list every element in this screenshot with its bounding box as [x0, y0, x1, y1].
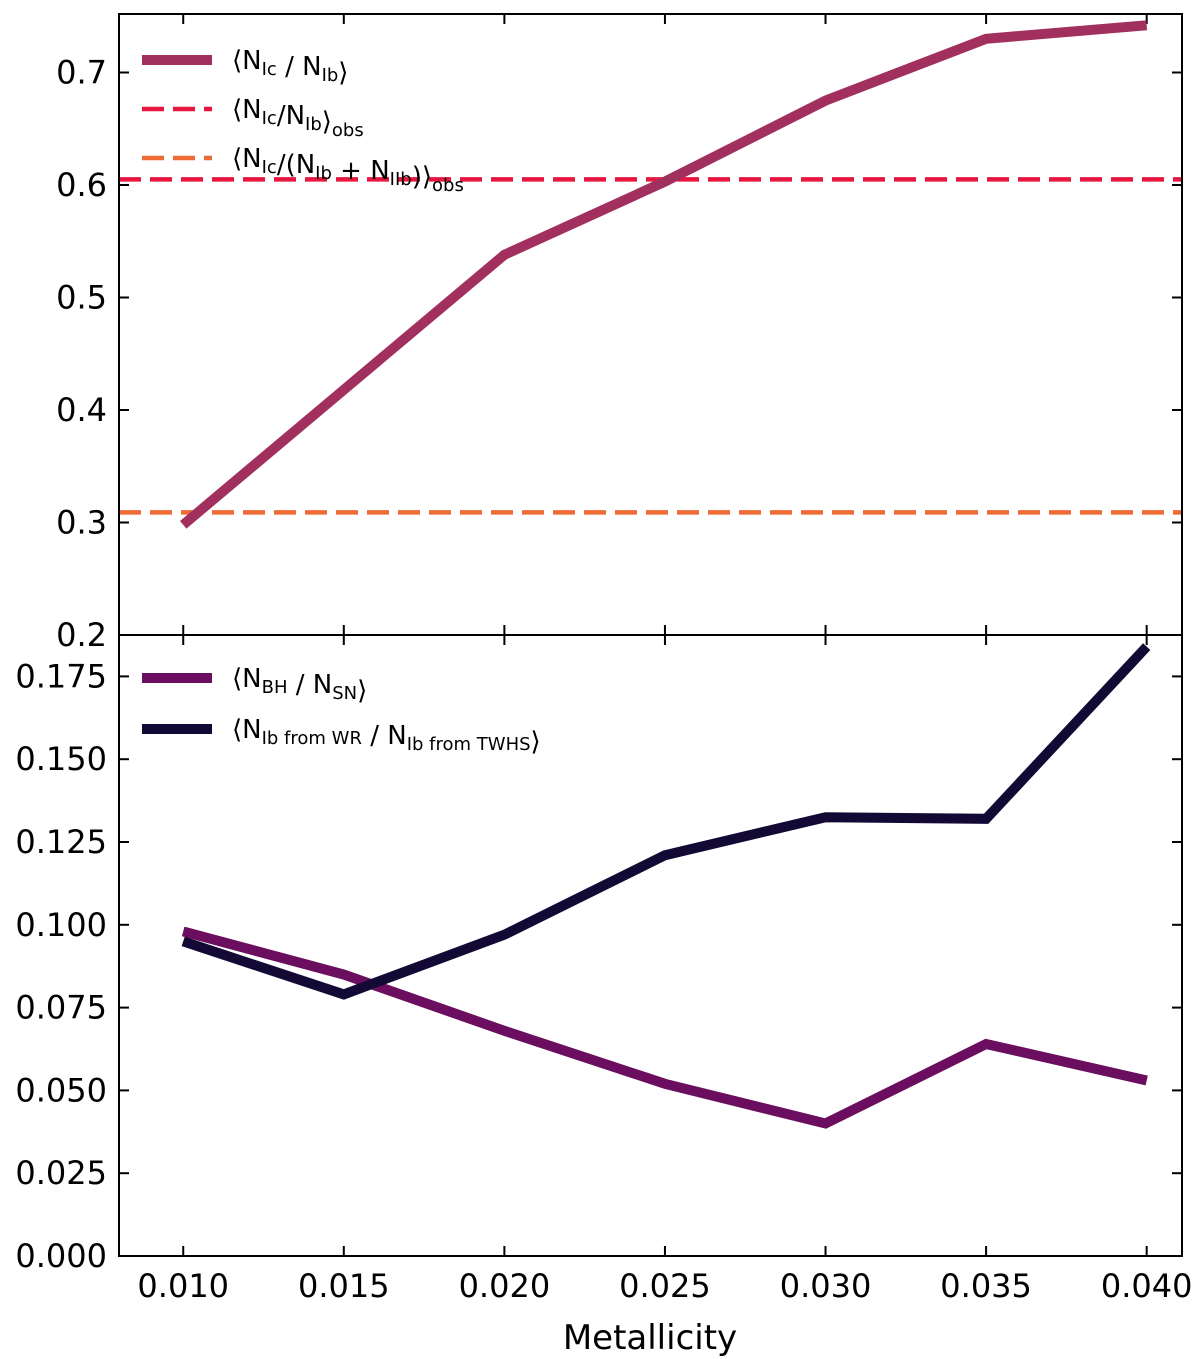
y-tick-label: 0.025 [15, 1154, 107, 1192]
y-tick-label: 0.075 [15, 989, 107, 1027]
x-tick-label: 0.025 [619, 1267, 711, 1305]
bottom-axis-ticks: 0.000 0.025 0.050 0.075 0.100 0.125 0.150 0.175… [15, 635, 1192, 1305]
x-axis-label: Metallicity [563, 1318, 737, 1358]
y-tick-label: 0.7 [56, 54, 107, 92]
bottom-legend: ⟨NBH / NSN⟩ ⟨NIb from WR / NIb from TWHS⟩ [142, 664, 541, 757]
x-tick-label: 0.035 [940, 1267, 1032, 1305]
top-plot-lines [119, 20, 1182, 529]
y-tick-label: 0.125 [15, 823, 107, 861]
y-tick-label: 0.6 [56, 166, 107, 204]
series-line [181, 643, 1151, 1000]
top-axis-ticks: 0.2 0.3 0.4 0.5 0.6 0.7 [56, 14, 1182, 654]
x-tick-label: 0.040 [1101, 1267, 1193, 1305]
bottom-axes-frame [118, 634, 1183, 1257]
legend-label: ⟨NIc/(NIb + NIIb)⟩obs [232, 144, 464, 196]
series-line [179, 20, 1148, 529]
legend-label: ⟨NBH / NSN⟩ [232, 664, 367, 706]
y-tick-label: 0.175 [15, 657, 107, 695]
x-tick-label: 0.015 [298, 1267, 390, 1305]
x-tick-label: 0.010 [137, 1267, 229, 1305]
legend-label: ⟨NIb from WR / NIb from TWHS⟩ [232, 715, 541, 757]
y-tick-label: 0.150 [15, 740, 107, 778]
y-tick-label: 0.100 [15, 906, 107, 944]
y-tick-label: 0.4 [56, 391, 107, 429]
y-tick-label: 0.050 [15, 1071, 107, 1109]
legend-label: ⟨NIc/NIb⟩obs [232, 95, 364, 141]
x-tick-label: 0.020 [459, 1267, 551, 1305]
top-panel: 0.2 0.3 0.4 0.5 0.6 0.7 ⟨NIc / NIb⟩ ⟨NIc/NIb⟩o… [56, 13, 1183, 654]
y-tick-label: 0.2 [56, 616, 107, 654]
bottom-plot-lines [181, 643, 1151, 1129]
bottom-panel: 0.000 0.025 0.050 0.075 0.100 0.125 0.150 0.175… [15, 634, 1192, 1358]
series-line [181, 926, 1148, 1129]
legend-label: ⟨NIc / NIb⟩ [232, 46, 348, 88]
x-tick-label: 0.030 [780, 1267, 872, 1305]
y-tick-label: 0.000 [15, 1237, 107, 1275]
y-tick-label: 0.3 [56, 504, 107, 542]
y-tick-label: 0.5 [56, 279, 107, 317]
top-legend: ⟨NIc / NIb⟩ ⟨NIc/NIb⟩obs⟨NIc/(NIb + NIIb)… [142, 46, 464, 196]
